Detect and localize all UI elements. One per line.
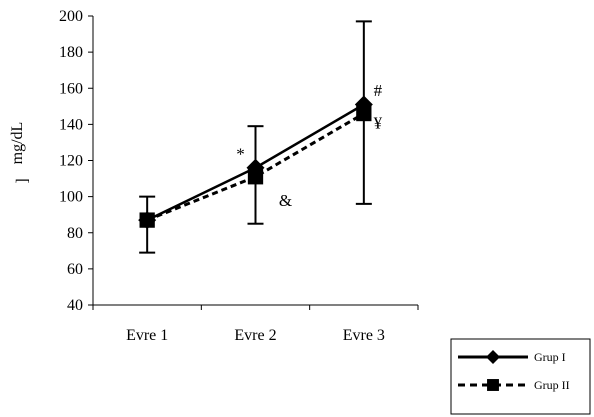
annotation-label: * <box>236 144 245 163</box>
square-marker <box>139 212 155 228</box>
series-markers <box>138 95 373 230</box>
y-tick-label: 160 <box>59 80 83 97</box>
y-tick-label: 40 <box>67 297 83 314</box>
y-axis-label-prefix: ] <box>14 178 31 183</box>
square-marker <box>356 105 372 122</box>
y-axis-label: mg/dL <box>9 122 26 165</box>
annotations: * & # ¥ <box>236 81 382 210</box>
legend: Grup I Grup II <box>450 338 591 415</box>
legend-label-2: Grup II <box>534 378 570 392</box>
y-axis-ticks: 40 60 80 100 120 140 160 180 200 <box>59 8 93 314</box>
square-marker <box>487 379 499 391</box>
x-tick-label: Evre 3 <box>343 327 385 344</box>
series-line-2 <box>146 112 365 222</box>
diamond-marker <box>486 350 500 364</box>
annotation-label: & <box>279 191 292 210</box>
x-axis-ticks: Evre 1 Evre 2 Evre 3 <box>92 305 419 344</box>
square-marker <box>247 169 264 185</box>
y-tick-label: 180 <box>59 44 83 61</box>
y-tick-label: 80 <box>67 225 83 242</box>
y-tick-label: 120 <box>59 153 83 170</box>
legend-label-1: Grup I <box>534 350 566 364</box>
error-bars <box>139 20 372 254</box>
y-tick-label: 100 <box>59 189 83 206</box>
annotation-label: ¥ <box>374 114 383 133</box>
y-tick-label: 200 <box>59 8 83 25</box>
y-tick-label: 140 <box>59 116 83 133</box>
legend-box <box>450 338 591 415</box>
annotation-label: # <box>374 81 383 100</box>
x-tick-label: Evre 2 <box>234 327 276 344</box>
y-tick-label: 60 <box>67 261 83 278</box>
x-tick-label: Evre 1 <box>126 327 168 344</box>
